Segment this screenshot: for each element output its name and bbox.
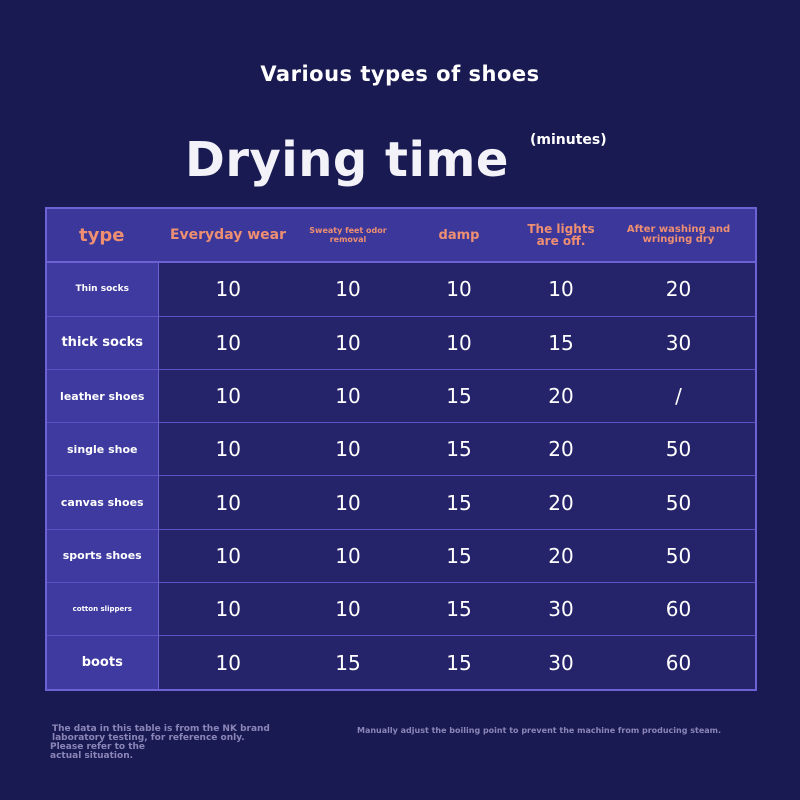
value-cell: 10	[298, 369, 398, 423]
table-header-row: type Everyday wear Sweaty feet odor remo…	[46, 207, 756, 263]
row-type-cell: thick socks	[46, 315, 159, 370]
column-header-damp: damp	[398, 207, 520, 263]
table-row: cotton slippers 10 10 15 30 60	[46, 581, 756, 636]
column-header-type: type	[46, 207, 158, 263]
table-row: single shoe 10 10 15 20 50	[46, 422, 756, 476]
value-cell: 15	[398, 422, 520, 476]
value-cell: 10	[298, 528, 398, 583]
table-row: Thin socks 10 10 10 10 20	[46, 261, 756, 317]
row-type-cell: single shoe	[46, 422, 159, 476]
value-cell: 15	[398, 635, 520, 690]
value-cell: 10	[158, 635, 298, 690]
table-row: sports shoes 10 10 15 20 50	[46, 528, 756, 583]
value-cell: 10	[158, 422, 298, 476]
row-type-cell: sports shoes	[46, 528, 159, 583]
value-cell: 15	[398, 528, 520, 583]
row-type-cell: Thin socks	[46, 261, 159, 317]
value-cell: 20	[520, 369, 602, 423]
value-cell: 60	[602, 635, 756, 690]
boiling-point-note: Manually adjust the boiling point to pre…	[357, 726, 722, 735]
value-cell: 20	[520, 528, 602, 583]
value-cell: 10	[298, 581, 398, 636]
value-cell: 30	[520, 581, 602, 636]
row-type-cell: boots	[46, 635, 159, 690]
value-cell: 20	[520, 422, 602, 476]
value-cell: 15	[398, 581, 520, 636]
table-row: boots 10 15 15 30 60	[46, 635, 756, 690]
row-type-cell: canvas shoes	[46, 475, 159, 530]
value-cell: 10	[398, 315, 520, 370]
value-cell: 20	[602, 261, 756, 317]
page-subtitle: Various types of shoes	[260, 62, 540, 86]
value-cell: 10	[298, 422, 398, 476]
value-cell: 10	[158, 369, 298, 423]
value-cell: /	[602, 369, 756, 423]
value-cell: 15	[398, 475, 520, 530]
column-header-lights-off: The lights are off.	[520, 207, 602, 263]
value-cell: 10	[298, 315, 398, 370]
table-row: leather shoes 10 10 15 20 /	[46, 369, 756, 423]
value-cell: 10	[158, 261, 298, 317]
value-cell: 10	[520, 261, 602, 317]
value-cell: 10	[298, 475, 398, 530]
value-cell: 15	[398, 369, 520, 423]
value-cell: 10	[398, 261, 520, 317]
column-header-after-washing: After washing and wringing dry	[602, 207, 756, 263]
table-row: thick socks 10 10 10 15 30	[46, 315, 756, 370]
row-type-cell: cotton slippers	[46, 581, 159, 636]
value-cell: 30	[602, 315, 756, 370]
value-cell: 60	[602, 581, 756, 636]
value-cell: 50	[602, 475, 756, 530]
column-header-everyday-wear: Everyday wear	[158, 207, 298, 263]
value-cell: 15	[298, 635, 398, 690]
unit-label: (minutes)	[530, 132, 607, 148]
column-header-sweaty-feet: Sweaty feet odor removal	[298, 207, 398, 263]
value-cell: 20	[520, 475, 602, 530]
value-cell: 50	[602, 528, 756, 583]
value-cell: 10	[158, 528, 298, 583]
value-cell: 50	[602, 422, 756, 476]
value-cell: 10	[158, 315, 298, 370]
value-cell: 10	[158, 581, 298, 636]
source-note: The data in this table is from the NK br…	[52, 724, 270, 743]
value-cell: 10	[158, 475, 298, 530]
drying-time-table: type Everyday wear Sweaty feet odor remo…	[45, 207, 757, 691]
value-cell: 30	[520, 635, 602, 690]
page-title: Drying time	[185, 132, 509, 188]
value-cell: 15	[520, 315, 602, 370]
value-cell: 10	[298, 261, 398, 317]
reference-note: Please refer to the actual situation.	[50, 742, 146, 761]
row-type-cell: leather shoes	[46, 369, 159, 423]
table-row: canvas shoes 10 10 15 20 50	[46, 475, 756, 530]
